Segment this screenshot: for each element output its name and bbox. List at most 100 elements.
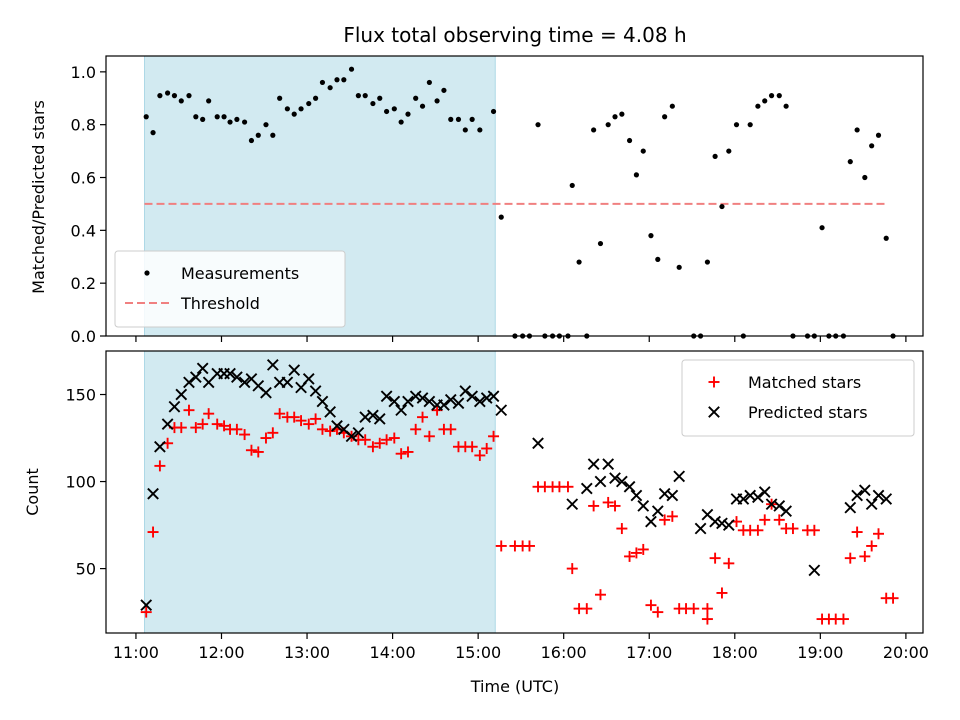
data-point — [602, 496, 614, 508]
observing-window-shade — [143, 350, 496, 634]
data-point — [637, 543, 649, 555]
data-point — [374, 437, 386, 449]
data-point — [324, 406, 337, 418]
data-point — [341, 77, 347, 83]
legend: Matched stars Predicted stars — [681, 359, 915, 437]
data-point — [858, 484, 871, 497]
data-point — [872, 489, 885, 502]
data-point — [459, 385, 472, 397]
data-point — [288, 364, 301, 377]
data-point — [196, 362, 209, 375]
data-point — [630, 489, 643, 502]
data-point — [609, 500, 621, 512]
data-point — [143, 114, 149, 120]
data-point — [367, 409, 379, 422]
data-point — [477, 127, 483, 133]
data-point — [402, 395, 414, 408]
data-point — [395, 404, 408, 417]
data-point — [651, 505, 664, 518]
data-point — [438, 399, 450, 411]
data-point — [147, 487, 159, 500]
data-point — [594, 589, 606, 601]
x-tick-label: 18:00 — [712, 643, 758, 662]
data-point — [295, 415, 307, 427]
data-point — [154, 440, 166, 453]
data-point — [452, 397, 465, 410]
data-point — [722, 519, 735, 531]
data-point — [298, 106, 304, 112]
data-point — [373, 413, 386, 425]
y-axis-label-ratio: Matched/Predicted stars — [29, 100, 48, 294]
data-point — [566, 498, 579, 511]
data-point — [255, 132, 261, 138]
data-point — [569, 182, 575, 189]
data-point — [402, 446, 414, 458]
data-point — [190, 422, 202, 434]
data-point — [844, 552, 856, 564]
data-point — [701, 613, 713, 625]
data-point — [480, 392, 493, 404]
x-tick-label: 16:00 — [541, 643, 587, 662]
y-tick-label: 0.2 — [71, 274, 96, 293]
data-point — [234, 116, 240, 122]
data-point — [466, 441, 478, 453]
data-point — [612, 114, 618, 120]
data-point — [252, 446, 264, 458]
data-point — [688, 603, 700, 615]
data-point — [652, 606, 664, 618]
data-point — [214, 114, 220, 120]
plot-frame — [105, 350, 924, 634]
data-point — [737, 493, 750, 505]
data-point — [473, 395, 486, 408]
data-point — [168, 400, 181, 413]
data-point — [260, 386, 272, 399]
data-point — [498, 214, 504, 220]
data-point — [662, 114, 668, 120]
data-point — [211, 418, 223, 430]
x-tick-label: 12:00 — [198, 643, 244, 662]
data-point — [462, 127, 468, 133]
data-point — [619, 111, 625, 117]
data-point — [448, 116, 454, 122]
data-point — [597, 240, 604, 247]
data-point — [147, 526, 159, 538]
data-point — [267, 427, 279, 439]
data-point — [847, 159, 853, 165]
data-point — [624, 550, 636, 562]
data-point — [773, 500, 786, 512]
data-point — [776, 93, 782, 99]
data-point — [873, 528, 885, 540]
data-point — [481, 442, 493, 454]
data-point — [221, 114, 227, 120]
data-point — [171, 93, 178, 99]
data-point — [752, 491, 764, 504]
data-point — [370, 100, 376, 107]
legend-box — [681, 359, 915, 437]
count-panel: 50 100 150 11:00 12:00 13:00 14:00 15:00 16:00 17… — [65, 350, 929, 662]
legend-label: Measurements — [181, 264, 299, 283]
data-point — [164, 90, 171, 96]
data-point — [260, 432, 272, 444]
data-point — [197, 418, 209, 430]
series-measurements — [143, 66, 896, 339]
data-point — [455, 116, 462, 122]
data-point — [291, 111, 297, 117]
data-point — [206, 98, 212, 104]
x-axis-label: Time (UTC) — [470, 677, 559, 696]
data-point — [263, 122, 269, 128]
data-point — [413, 95, 419, 101]
data-point — [417, 411, 429, 423]
data-point — [157, 93, 163, 99]
data-point — [633, 172, 640, 178]
data-point — [469, 116, 475, 122]
data-point — [270, 132, 276, 138]
data-point — [580, 482, 593, 495]
data-point — [409, 390, 422, 403]
data-point — [626, 137, 633, 144]
data-point — [880, 493, 893, 505]
data-point — [423, 395, 436, 408]
data-point — [274, 408, 286, 420]
data-point — [875, 132, 882, 138]
data-point — [576, 259, 582, 265]
data-point — [630, 547, 642, 559]
